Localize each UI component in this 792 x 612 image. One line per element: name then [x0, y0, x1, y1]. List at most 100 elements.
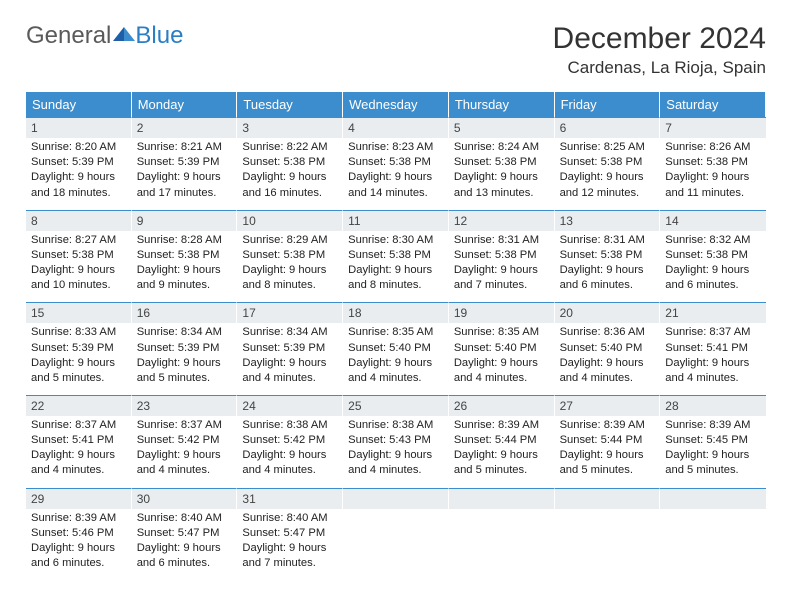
calendar-cell: 1Sunrise: 8:20 AMSunset: 5:39 PMDaylight…: [26, 117, 132, 210]
weekday-header: Monday: [132, 92, 238, 117]
day-number: 4: [343, 118, 448, 138]
daylight-text-1: Daylight: 9 hours: [137, 541, 232, 556]
daylight-text-2: and 14 minutes.: [348, 186, 443, 201]
daylight-text-1: Daylight: 9 hours: [665, 170, 761, 185]
daylight-text-2: and 5 minutes.: [31, 371, 126, 386]
sunrise-text: Sunrise: 8:28 AM: [137, 233, 232, 248]
day-number: 20: [555, 303, 660, 323]
sunrise-text: Sunrise: 8:38 AM: [348, 418, 443, 433]
sunset-text: Sunset: 5:42 PM: [242, 433, 337, 448]
day-number: 11: [343, 211, 448, 231]
daylight-text-2: and 6 minutes.: [137, 556, 232, 571]
daylight-text-1: Daylight: 9 hours: [31, 356, 126, 371]
sunrise-text: Sunrise: 8:30 AM: [348, 233, 443, 248]
day-number: 25: [343, 396, 448, 416]
calendar-cell: 14Sunrise: 8:32 AMSunset: 5:38 PMDayligh…: [660, 210, 766, 303]
sunset-text: Sunset: 5:47 PM: [242, 526, 337, 541]
sunrise-text: Sunrise: 8:24 AM: [454, 140, 549, 155]
weekday-header: Tuesday: [237, 92, 343, 117]
day-number: 1: [26, 118, 131, 138]
daylight-text-1: Daylight: 9 hours: [137, 263, 232, 278]
sunrise-text: Sunrise: 8:31 AM: [454, 233, 549, 248]
sunset-text: Sunset: 5:38 PM: [137, 248, 232, 263]
logo-triangle-icon: [113, 22, 135, 50]
daylight-text-1: Daylight: 9 hours: [454, 356, 549, 371]
sunset-text: Sunset: 5:43 PM: [348, 433, 443, 448]
calendar-cell: 13Sunrise: 8:31 AMSunset: 5:38 PMDayligh…: [555, 210, 661, 303]
sunset-text: Sunset: 5:41 PM: [31, 433, 126, 448]
calendar-cell: 21Sunrise: 8:37 AMSunset: 5:41 PMDayligh…: [660, 302, 766, 395]
calendar-cell: 4Sunrise: 8:23 AMSunset: 5:38 PMDaylight…: [343, 117, 449, 210]
sunset-text: Sunset: 5:45 PM: [665, 433, 761, 448]
daylight-text-1: Daylight: 9 hours: [242, 448, 337, 463]
calendar-cell: 5Sunrise: 8:24 AMSunset: 5:38 PMDaylight…: [449, 117, 555, 210]
daylight-text-1: Daylight: 9 hours: [454, 263, 549, 278]
sunset-text: Sunset: 5:46 PM: [31, 526, 126, 541]
daylight-text-1: Daylight: 9 hours: [31, 170, 126, 185]
day-number: 26: [449, 396, 554, 416]
sunrise-text: Sunrise: 8:35 AM: [348, 325, 443, 340]
daylight-text-2: and 8 minutes.: [242, 278, 337, 293]
calendar-cell: 30Sunrise: 8:40 AMSunset: 5:47 PMDayligh…: [132, 488, 238, 581]
sunrise-text: Sunrise: 8:29 AM: [242, 233, 337, 248]
calendar-cell: 20Sunrise: 8:36 AMSunset: 5:40 PMDayligh…: [555, 302, 661, 395]
daylight-text-1: Daylight: 9 hours: [560, 356, 655, 371]
sunset-text: Sunset: 5:38 PM: [560, 155, 655, 170]
calendar-grid: SundayMondayTuesdayWednesdayThursdayFrid…: [26, 92, 766, 580]
sunrise-text: Sunrise: 8:39 AM: [454, 418, 549, 433]
day-number: 30: [132, 489, 237, 509]
sunset-text: Sunset: 5:38 PM: [242, 248, 337, 263]
daylight-text-2: and 4 minutes.: [348, 371, 443, 386]
sunset-text: Sunset: 5:38 PM: [348, 248, 443, 263]
day-number: 24: [237, 396, 342, 416]
daylight-text-2: and 4 minutes.: [137, 463, 232, 478]
day-number: 14: [660, 211, 766, 231]
location: Cardenas, La Rioja, Spain: [553, 58, 766, 78]
daylight-text-2: and 13 minutes.: [454, 186, 549, 201]
day-number: 27: [555, 396, 660, 416]
daylight-text-2: and 7 minutes.: [242, 556, 337, 571]
calendar-cell: 2Sunrise: 8:21 AMSunset: 5:39 PMDaylight…: [132, 117, 238, 210]
day-number: 13: [555, 211, 660, 231]
sunrise-text: Sunrise: 8:23 AM: [348, 140, 443, 155]
sunrise-text: Sunrise: 8:35 AM: [454, 325, 549, 340]
daylight-text-2: and 12 minutes.: [560, 186, 655, 201]
daylight-text-1: Daylight: 9 hours: [242, 356, 337, 371]
sunset-text: Sunset: 5:38 PM: [454, 248, 549, 263]
calendar-cell-empty: [660, 488, 766, 581]
calendar-cell: 9Sunrise: 8:28 AMSunset: 5:38 PMDaylight…: [132, 210, 238, 303]
weekday-header: Wednesday: [343, 92, 449, 117]
daylight-text-1: Daylight: 9 hours: [348, 356, 443, 371]
calendar-cell: 15Sunrise: 8:33 AMSunset: 5:39 PMDayligh…: [26, 302, 132, 395]
daylight-text-2: and 10 minutes.: [31, 278, 126, 293]
sunrise-text: Sunrise: 8:22 AM: [242, 140, 337, 155]
sunset-text: Sunset: 5:39 PM: [242, 341, 337, 356]
sunset-text: Sunset: 5:39 PM: [137, 155, 232, 170]
day-number: 15: [26, 303, 131, 323]
daylight-text-2: and 17 minutes.: [137, 186, 232, 201]
daylight-text-1: Daylight: 9 hours: [665, 356, 761, 371]
sunrise-text: Sunrise: 8:25 AM: [560, 140, 655, 155]
calendar-cell-empty: [555, 488, 661, 581]
sunrise-text: Sunrise: 8:40 AM: [137, 511, 232, 526]
daylight-text-1: Daylight: 9 hours: [137, 448, 232, 463]
daylight-text-1: Daylight: 9 hours: [31, 541, 126, 556]
day-number-empty: [449, 489, 554, 509]
day-number: 10: [237, 211, 342, 231]
calendar-cell: 19Sunrise: 8:35 AMSunset: 5:40 PMDayligh…: [449, 302, 555, 395]
sunrise-text: Sunrise: 8:39 AM: [560, 418, 655, 433]
sunrise-text: Sunrise: 8:37 AM: [665, 325, 761, 340]
calendar-cell: 27Sunrise: 8:39 AMSunset: 5:44 PMDayligh…: [555, 395, 661, 488]
daylight-text-2: and 4 minutes.: [31, 463, 126, 478]
daylight-text-2: and 4 minutes.: [242, 371, 337, 386]
sunrise-text: Sunrise: 8:27 AM: [31, 233, 126, 248]
calendar-cell: 17Sunrise: 8:34 AMSunset: 5:39 PMDayligh…: [237, 302, 343, 395]
daylight-text-1: Daylight: 9 hours: [454, 448, 549, 463]
sunrise-text: Sunrise: 8:31 AM: [560, 233, 655, 248]
sunrise-text: Sunrise: 8:26 AM: [665, 140, 761, 155]
logo: General Blue: [26, 22, 183, 50]
daylight-text-2: and 5 minutes.: [665, 463, 761, 478]
month-title: December 2024: [553, 22, 766, 56]
calendar-cell: 6Sunrise: 8:25 AMSunset: 5:38 PMDaylight…: [555, 117, 661, 210]
sunrise-text: Sunrise: 8:34 AM: [137, 325, 232, 340]
